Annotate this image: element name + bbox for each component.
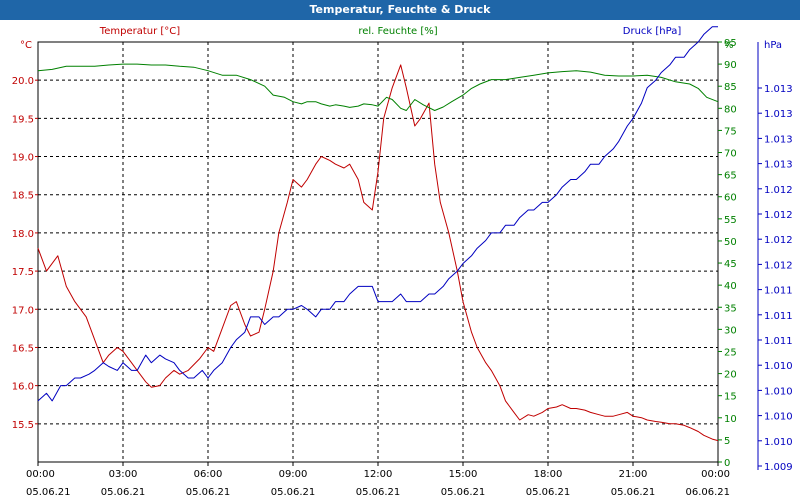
time-tick-label: 00:00 (26, 469, 55, 480)
temperature-tick-label: 17.0 (12, 305, 34, 316)
temperature-tick-label: 19.0 (12, 153, 34, 164)
temperature-tick-label: 16.0 (12, 382, 34, 393)
humidity-tick-label: 25 (724, 347, 737, 358)
time-tick-label: 15:00 (449, 469, 478, 480)
pressure-tick-label: 1.010 (764, 412, 793, 423)
humidity-tick-label: 95 (724, 38, 737, 49)
temperature-axis: 15.5 16.0 16.5 17.0 17.5 18.0 18.5 19.0 19.5 20.0 (12, 76, 38, 431)
time-tick-label: 03:00 (109, 469, 138, 480)
time-tick-label: 18:00 (534, 469, 563, 480)
humidity-unit: % (724, 40, 734, 51)
pressure-tick-label: 1.009 (764, 462, 793, 473)
date-tick-label: 05.06.21 (186, 487, 231, 498)
pressure-axis: 1.009 1.010 1.010 1.010 1.010 1.011 1.011 1.011… (757, 42, 793, 473)
time-tick-label: 21:00 (619, 469, 648, 480)
chart-canvas: Temperatur [°C] rel. Feuchte [%] Druck [… (12, 26, 793, 498)
humidity-tick-label: 50 (724, 237, 737, 248)
date-tick-label: 06.06.21 (685, 487, 730, 498)
humidity-tick-label: 20 (724, 370, 737, 381)
humidity-tick-label: 40 (724, 281, 737, 292)
humidity-tick-label: 90 (724, 60, 737, 71)
temperature-tick-label: 19.5 (12, 114, 34, 125)
humidity-tick-label: 65 (724, 171, 737, 182)
humidity-tick-label: 55 (724, 215, 737, 226)
pressure-tick-label: 1.013 (764, 134, 793, 145)
humidity-tick-label: 80 (724, 104, 737, 115)
humidity-axis: 0 5 10 15 20 25 30 35 40 45 50 55 60 65 70 75 80 85 90 95 (718, 38, 737, 469)
grid-lines (38, 42, 718, 462)
humidity-tick-label: 35 (724, 303, 737, 314)
chart-title: Temperatur, Feuchte & Druck (0, 0, 800, 20)
time-tick-label: 06:00 (194, 469, 223, 480)
date-tick-label: 05.06.21 (271, 487, 316, 498)
humidity-tick-label: 15 (724, 392, 737, 403)
humidity-axis-label: rel. Feuchte [%] (358, 26, 437, 37)
pressure-tick-label: 1.013 (764, 109, 793, 120)
series-line-humidity (37, 63, 719, 111)
humidity-tick-label: 45 (724, 259, 737, 270)
time-tick-label: 12:00 (364, 469, 393, 480)
humidity-tick-label: 60 (724, 193, 737, 204)
time-tick-label: 09:00 (279, 469, 308, 480)
temperature-tick-label: 15.5 (12, 420, 34, 431)
humidity-tick-label: 75 (724, 126, 737, 137)
humidity-tick-label: 70 (724, 149, 737, 160)
pressure-axis-label: Druck [hPa] (623, 26, 682, 37)
series-layer (37, 26, 719, 442)
pressure-tick-label: 1.012 (764, 235, 793, 246)
date-tick-label: 05.06.21 (526, 487, 571, 498)
series-line-pressure (37, 26, 718, 402)
humidity-tick-label: 10 (724, 414, 737, 425)
series-line-temperature (37, 64, 719, 442)
date-tick-label: 05.06.21 (26, 487, 71, 498)
pressure-tick-label: 1.011 (764, 286, 793, 297)
humidity-tick-label: 0 (724, 458, 730, 469)
temperature-tick-label: 17.5 (12, 267, 34, 278)
pressure-tick-label: 1.011 (764, 311, 793, 322)
temperature-unit: °C (20, 40, 32, 51)
time-axis: 00:00 05.06.21 03:00 05.06.21 06:00 05.06.21 0… (26, 462, 730, 498)
pressure-unit: hPa (764, 40, 782, 51)
time-tick-label: 00:00 (701, 469, 730, 480)
date-tick-label: 05.06.21 (356, 487, 401, 498)
pressure-tick-label: 1.011 (764, 336, 793, 347)
date-tick-label: 05.06.21 (441, 487, 486, 498)
temperature-tick-label: 18.0 (12, 229, 34, 240)
temperature-tick-label: 18.5 (12, 191, 34, 202)
pressure-tick-label: 1.010 (764, 437, 793, 448)
humidity-tick-label: 5 (724, 436, 730, 447)
pressure-tick-label: 1.010 (764, 361, 793, 372)
pressure-tick-label: 1.012 (764, 260, 793, 271)
date-tick-label: 05.06.21 (611, 487, 656, 498)
pressure-tick-label: 1.013 (764, 84, 793, 95)
humidity-tick-label: 85 (724, 82, 737, 93)
pressure-tick-label: 1.013 (764, 160, 793, 171)
pressure-tick-label: 1.010 (764, 386, 793, 397)
pressure-tick-label: 1.012 (764, 210, 793, 221)
temperature-tick-label: 16.5 (12, 343, 34, 354)
date-tick-label: 05.06.21 (101, 487, 146, 498)
pressure-tick-label: 1.012 (764, 185, 793, 196)
temperature-axis-label: Temperatur [°C] (99, 26, 180, 37)
humidity-tick-label: 30 (724, 325, 737, 336)
temperature-tick-label: 20.0 (12, 76, 34, 87)
